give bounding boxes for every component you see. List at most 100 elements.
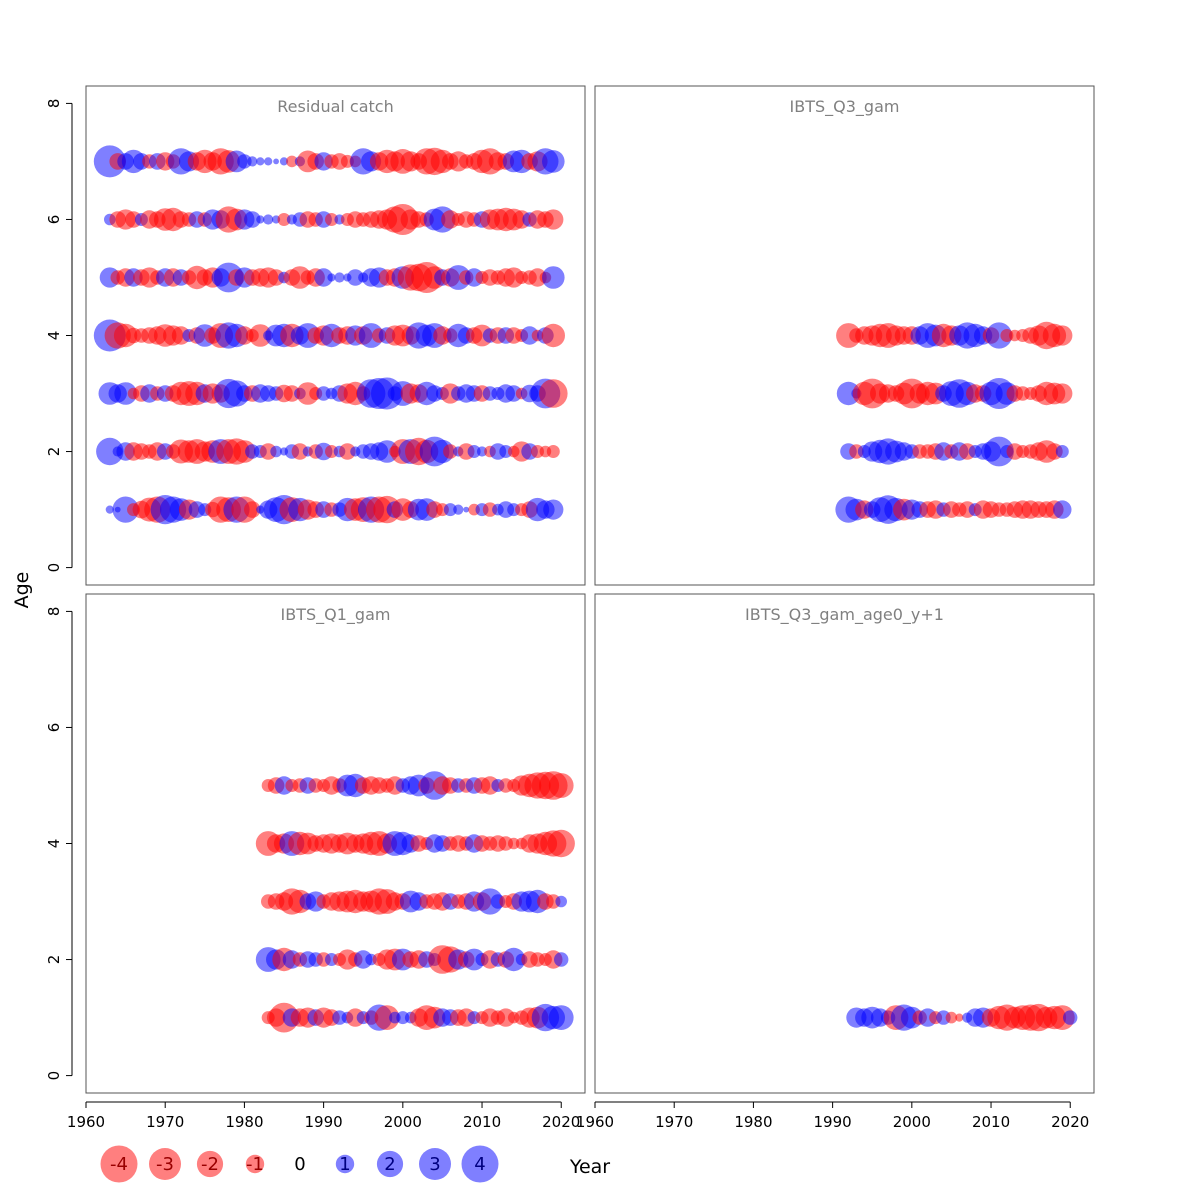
- y-tick-label: 2: [45, 447, 63, 457]
- legend-label: 4: [474, 1154, 485, 1175]
- legend-label: -1: [246, 1154, 264, 1175]
- residual-bubble: [463, 506, 470, 513]
- x-tick-label: 1960: [576, 1113, 614, 1131]
- y-tick-label: 2: [45, 955, 63, 965]
- residual-bubble: [256, 215, 265, 224]
- legend-item: 2: [376, 1150, 404, 1178]
- residual-bubble: [443, 503, 457, 517]
- bubbles: [835, 321, 1073, 524]
- size-legend: -4 -3 -2 -1 0 1 2 3 4: [100, 1145, 499, 1183]
- panel-title: IBTS_Q1_gam: [281, 605, 391, 625]
- legend-item: 4: [461, 1145, 499, 1183]
- legend-label: -2: [201, 1154, 219, 1175]
- residual-bubble: [374, 1005, 400, 1030]
- residual-bubble: [247, 156, 258, 167]
- legend-bubble: [149, 1148, 181, 1180]
- residual-bubble: [264, 157, 273, 166]
- legend-label: -3: [156, 1154, 174, 1175]
- panel-title: Residual catch: [277, 97, 393, 116]
- residual-bubble: [453, 504, 464, 515]
- residual-bubble: [277, 213, 291, 226]
- residual-bubble: [542, 266, 565, 289]
- x-tick-label: 2010: [463, 1113, 501, 1131]
- residual-bubble: [467, 445, 481, 458]
- residual-bubble: [1052, 325, 1073, 346]
- x-tick-label: 1970: [655, 1113, 693, 1131]
- panel-frame: [594, 85, 1095, 586]
- residual-bubble: [443, 444, 458, 459]
- panel: IBTS_Q3_gam: [594, 85, 1095, 586]
- y-axis-title: Age: [11, 572, 33, 609]
- panel: Residual catch: [85, 85, 586, 586]
- panel-title: IBTS_Q3_gam: [790, 97, 900, 117]
- legend-bubble: [196, 1150, 224, 1178]
- residual-bubble: [476, 446, 488, 457]
- x-tick-label: 1990: [305, 1113, 343, 1131]
- panel-frame: [85, 85, 586, 586]
- residual-bubble: [314, 268, 333, 287]
- residual-bubble: [248, 324, 272, 347]
- residual-bubble: [105, 505, 114, 514]
- legend-bubble: [419, 1148, 451, 1180]
- residual-bubble: [1052, 383, 1073, 404]
- x-tick-label: 1980: [734, 1113, 772, 1131]
- x-tick-label: 1970: [146, 1113, 184, 1131]
- residual-bubble: [273, 158, 279, 165]
- y-tick-label: 0: [45, 1071, 63, 1081]
- residual-bubble: [256, 157, 265, 166]
- residual-bubble: [1063, 1010, 1078, 1025]
- residual-bubble: [546, 445, 560, 458]
- residual-bubble: [543, 209, 564, 230]
- legend-label: 0: [294, 1154, 305, 1175]
- residual-bubble: [548, 1005, 574, 1030]
- residual-bubble: [955, 1013, 964, 1022]
- x-axis: 1960 1970 1980 1990 2000 2010 2020: [67, 1101, 580, 1131]
- residual-bubble: [542, 150, 565, 173]
- residual-bubble: [114, 382, 137, 405]
- legend-bubble: [100, 1145, 138, 1183]
- legend-item: -4: [100, 1145, 138, 1183]
- residual-bubble: [334, 272, 345, 283]
- x-axis-title: Year: [569, 1156, 610, 1178]
- legend-bubble: [335, 1154, 355, 1174]
- bubbles: [93, 145, 568, 525]
- y-axis: 0 2 4 6 8: [45, 607, 73, 1081]
- residual-bubble: [279, 157, 289, 166]
- residual-bubble: [237, 154, 252, 169]
- bubbles: [255, 771, 575, 1033]
- residual-bubble: [291, 443, 309, 460]
- legend-label: -4: [110, 1154, 128, 1175]
- legend-item: -3: [149, 1148, 181, 1180]
- residual-bubble: [327, 273, 336, 282]
- residual-bubble: [1053, 500, 1072, 519]
- legend-label: 3: [429, 1154, 440, 1175]
- y-tick-label: 4: [45, 839, 63, 849]
- legend-label: 1: [339, 1154, 350, 1175]
- y-axis: 0 2 4 6 8: [45, 99, 73, 573]
- x-tick-label: 1960: [67, 1113, 105, 1131]
- residual-bubble: [502, 947, 526, 972]
- residual-bubble: [112, 496, 139, 523]
- residual-bubble: [548, 773, 574, 798]
- legend-bubble: [376, 1150, 404, 1178]
- residual-bubble: [270, 445, 282, 458]
- y-tick-label: 0: [45, 563, 63, 573]
- residual-bubble: [244, 501, 261, 518]
- legend-bubble: [461, 1145, 499, 1183]
- legend-item: 3: [419, 1148, 451, 1180]
- residual-bubble: [263, 214, 274, 225]
- x-tick-label: 2000: [384, 1113, 422, 1131]
- x-tick-label: 1980: [225, 1113, 263, 1131]
- panel: IBTS_Q1_gam: [85, 593, 586, 1094]
- legend-label: 2: [384, 1154, 395, 1175]
- legend-bubble: [245, 1154, 265, 1174]
- bubbles: [846, 1003, 1078, 1032]
- y-tick-label: 4: [45, 331, 63, 341]
- residual-bubble: [325, 213, 338, 226]
- y-tick-label: 8: [45, 99, 63, 109]
- residual-bubble: [543, 499, 564, 520]
- residual-bubble: [244, 211, 261, 228]
